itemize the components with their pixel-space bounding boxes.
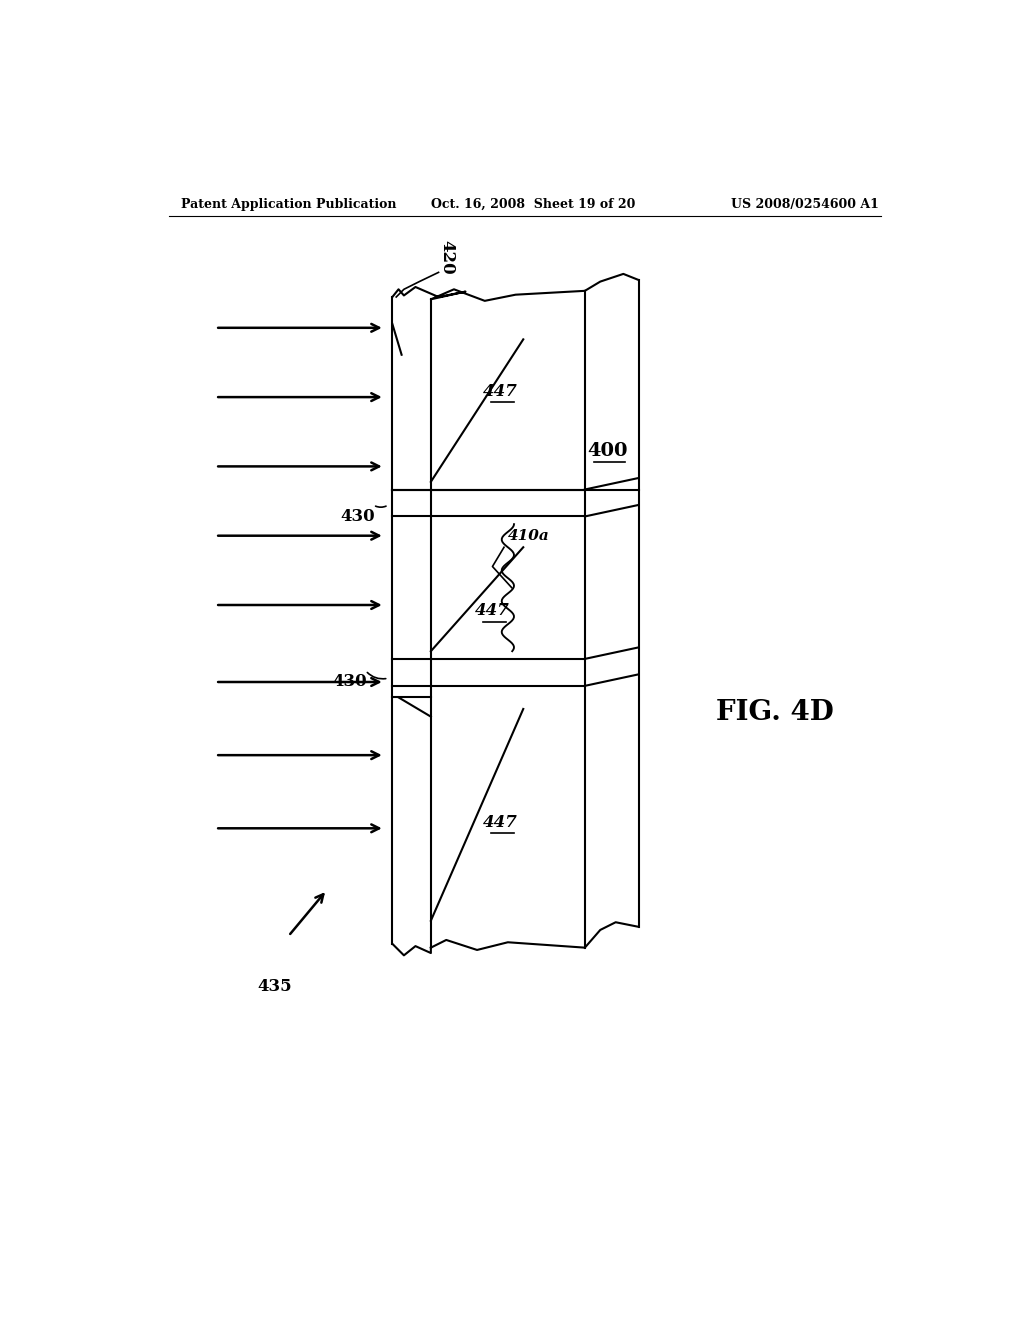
Text: 400: 400 [588, 442, 628, 459]
Text: 435: 435 [258, 978, 292, 995]
Text: 420: 420 [438, 240, 456, 275]
Text: 447: 447 [482, 814, 517, 832]
Text: 447: 447 [475, 602, 510, 619]
Text: Patent Application Publication: Patent Application Publication [180, 198, 396, 211]
Text: FIG. 4D: FIG. 4D [716, 700, 834, 726]
Text: US 2008/0254600 A1: US 2008/0254600 A1 [731, 198, 879, 211]
Text: 430: 430 [340, 508, 375, 525]
Text: 430: 430 [333, 673, 368, 690]
Text: 447: 447 [482, 383, 517, 400]
Text: 410a: 410a [508, 529, 550, 543]
Text: Oct. 16, 2008  Sheet 19 of 20: Oct. 16, 2008 Sheet 19 of 20 [431, 198, 635, 211]
